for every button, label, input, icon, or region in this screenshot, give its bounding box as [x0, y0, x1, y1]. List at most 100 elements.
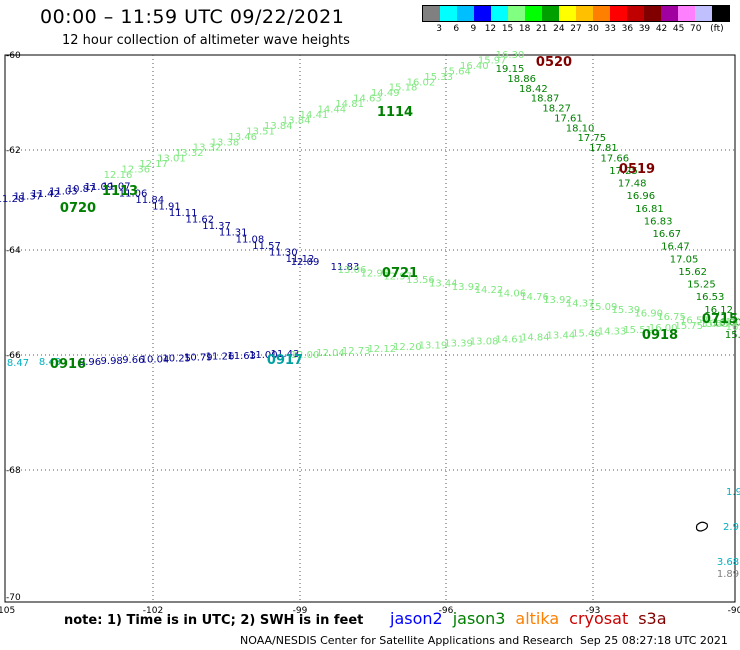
x-tick-label: -105	[0, 606, 15, 616]
wave-height-value: 14.81	[335, 99, 364, 110]
wave-height-value: 11.57	[252, 241, 281, 252]
wave-height-value: 13.08	[470, 336, 499, 347]
legend-swatch	[508, 6, 525, 21]
generation-timestamp: Sep 25 08:27:18 UTC 2021	[580, 634, 728, 647]
wave-height-value: 11.63	[227, 351, 256, 362]
wave-height-value: 11.07	[102, 182, 131, 193]
legend-swatch	[610, 6, 627, 21]
wave-height-value: 16.40	[460, 61, 489, 72]
wave-height-value: 17.25	[609, 166, 638, 177]
wave-height-value: 12.17	[139, 159, 168, 170]
wave-height-value: 14.63	[353, 94, 382, 105]
x-tick-label: -90	[728, 606, 740, 616]
y-tick-label: -68	[6, 466, 21, 476]
wave-height-value: 8.47	[7, 358, 29, 369]
wave-height-value: 2.9	[723, 522, 739, 533]
legend-label: (ft)	[710, 24, 724, 34]
wave-height-value: 12.20	[393, 342, 422, 353]
y-tick-label: -64	[6, 246, 21, 256]
wave-height-value: 16.00	[649, 323, 678, 334]
wave-height-value: 16.67	[652, 229, 681, 240]
satellite-name: jason3	[452, 609, 506, 628]
wave-height-value: 13.92	[452, 282, 481, 293]
legend-label: 36	[621, 24, 634, 34]
x-tick-label: -102	[143, 606, 163, 616]
wave-height-value: 11.37	[13, 192, 42, 203]
pass-time-label: 1113	[102, 184, 138, 199]
wave-height-value: 17.61	[554, 113, 583, 124]
y-tick-label: -62	[6, 146, 21, 156]
wave-height-value: 16.00	[713, 317, 740, 328]
wave-height-value: 16.96	[626, 191, 655, 202]
wave-height-value: 13.06	[338, 265, 367, 276]
color-legend: 3 6 9 12 15 18 21 24 27 30 33 36 39 42 45 70 (ft)	[422, 5, 730, 36]
satellite-name: cryosat	[569, 609, 629, 628]
legend-label: 24	[553, 24, 565, 34]
wave-height-value: 13.46	[228, 132, 257, 143]
legend-label: 12	[484, 24, 497, 34]
wave-height-value: 12.95	[361, 268, 390, 279]
wave-height-value: 14.76	[520, 292, 549, 303]
wave-height-value: 10.25	[162, 353, 191, 364]
legend-label: 9	[470, 24, 477, 34]
wave-height-value: 9.98	[101, 356, 123, 367]
pass-time-label: 1114	[377, 105, 413, 120]
wave-height-value: 13.56	[406, 275, 435, 286]
coastline-outline	[695, 521, 708, 532]
wave-height-value: 1.9	[726, 487, 740, 498]
wave-height-value: 17.05	[670, 254, 699, 265]
wave-height-value: 15.51	[623, 325, 652, 336]
pass-time-label: 0720	[60, 201, 96, 216]
wave-height-value: 13.44	[547, 331, 576, 342]
wave-height-value: 16.12	[704, 305, 733, 316]
legend-swatch	[644, 6, 661, 21]
wave-height-value: 13.44	[429, 278, 458, 289]
wave-height-value: 16.57	[680, 315, 709, 326]
wave-height-value: 16.05	[726, 322, 740, 333]
wave-height-value: 11.11	[169, 208, 198, 219]
legend-swatch	[627, 6, 644, 21]
wave-height-value: 14.61	[495, 334, 524, 345]
legend-label: 21	[536, 24, 548, 34]
wave-height-value: 15.25	[687, 280, 716, 291]
map-frame	[4, 54, 736, 603]
wave-height-value: 11.03	[49, 187, 78, 198]
legend-label: 45	[672, 24, 685, 34]
wave-height-value: 13.32	[193, 143, 222, 154]
wave-height-value: 13.39	[444, 338, 473, 349]
legend-label: 27	[570, 24, 582, 34]
wave-height-value: 13.51	[246, 126, 275, 137]
wave-height-value: 11.62	[186, 215, 215, 226]
wave-height-value: 16.90	[634, 309, 663, 320]
legend-swatch	[542, 6, 559, 21]
wave-height-value: 13.38	[211, 137, 240, 148]
wave-height-value: 14.37	[566, 299, 595, 310]
wave-height-value: 10.04	[141, 354, 170, 365]
credit-line: NOAA/NESDIS Center for Satellite Applica…	[240, 634, 574, 647]
wave-height-value: 14.06	[497, 288, 526, 299]
wave-height-value: 11.83	[331, 262, 360, 273]
legend-label: 39	[638, 24, 651, 34]
legend-swatch	[678, 6, 695, 21]
wave-height-value: 11.37	[202, 221, 231, 232]
map-title: 00:00 – 11:59 UTC 09/22/2021	[40, 6, 345, 28]
wave-height-value: 11.26	[206, 352, 235, 363]
legend-label: 70	[690, 24, 702, 34]
wave-height-value: 18.10	[566, 123, 595, 134]
wave-height-value: 15.75	[675, 321, 704, 332]
y-tick-label: -70	[6, 593, 21, 603]
wave-height-value: 12.97	[383, 272, 412, 283]
satellite-name: jason2	[390, 609, 443, 628]
wave-height-value: 14.22	[475, 285, 504, 296]
wave-height-value: 13.84	[264, 121, 293, 132]
wave-height-value: 13.84	[282, 115, 311, 126]
legend-label: 33	[604, 24, 616, 34]
legend-swatch	[440, 6, 457, 21]
legend-labels: 3 6 9 12 15 18 21 24 27 30 33 36 39 42 45 70 (ft)	[422, 22, 730, 36]
pass-time-label: 0917	[267, 353, 303, 368]
wave-height-value: 11.12	[286, 254, 315, 265]
wave-height-value: 13.01	[157, 154, 186, 165]
legend-label: 6	[453, 24, 460, 34]
legend-swatch	[559, 6, 576, 21]
